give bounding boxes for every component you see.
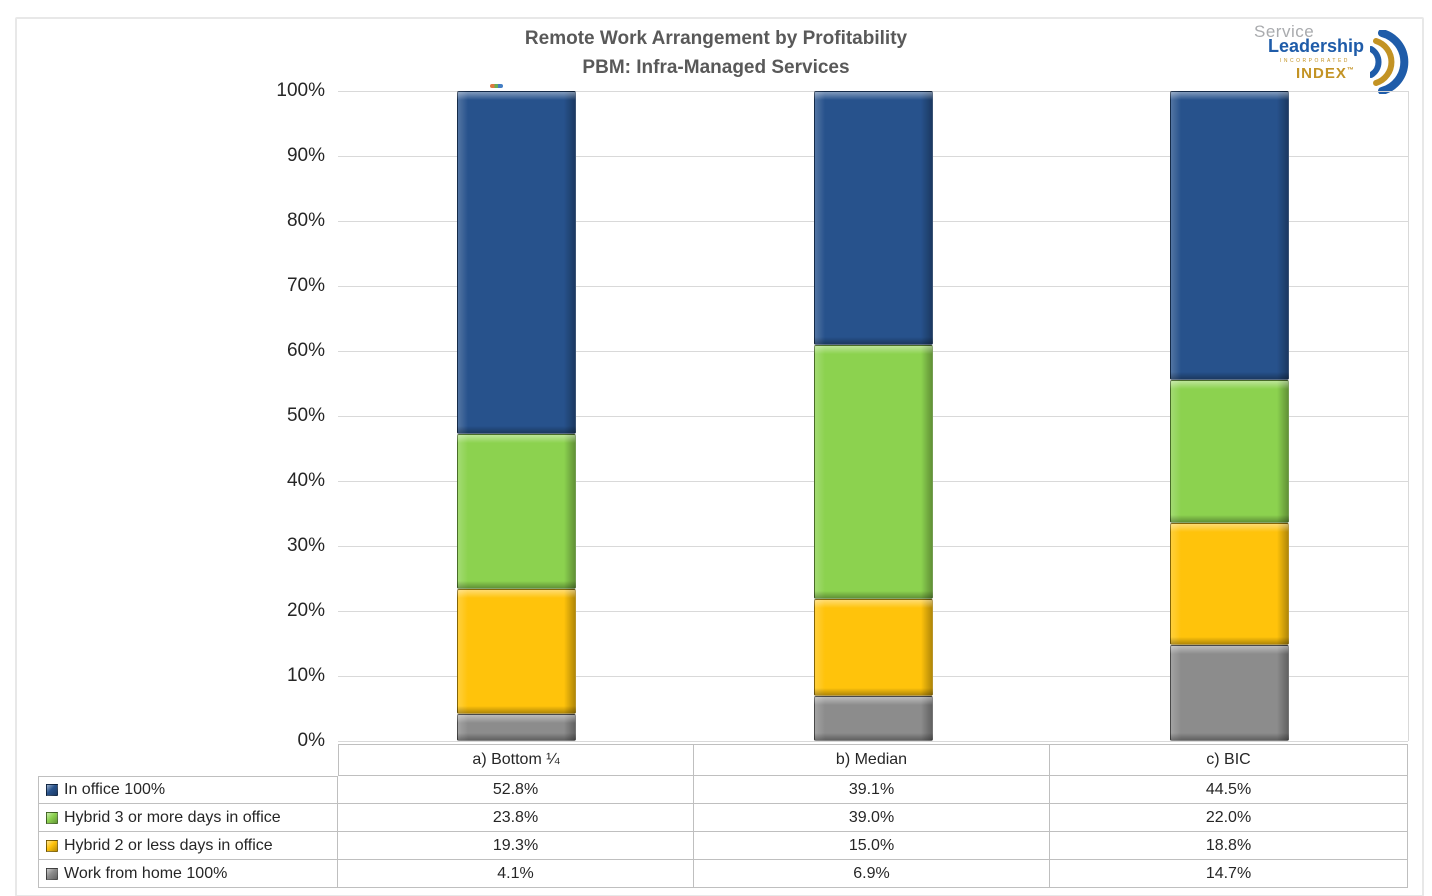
stacked-bar-1 xyxy=(813,91,933,741)
column-header-2: c) BIC xyxy=(1050,744,1408,776)
logo-index-text: INDEX™ xyxy=(1296,65,1355,82)
column-header-0: a) Bottom ¼ xyxy=(338,744,694,776)
y-tick-label-20: 20% xyxy=(286,600,325,621)
stacked-bar-0 xyxy=(456,91,576,741)
table-value-0-2: 44.5% xyxy=(1050,776,1408,804)
legend-swatch-3 xyxy=(46,867,58,880)
legend-swatch-2 xyxy=(46,839,58,852)
table-corner-empty xyxy=(38,744,338,776)
logo-service-text: Service xyxy=(1254,22,1315,41)
y-tick-label-30: 30% xyxy=(286,535,325,556)
legend-label-text-1: Hybrid 3 or more days in office xyxy=(64,808,281,826)
data-table: a) Bottom ¼ b) Median c) BIC In office 100%… xyxy=(38,744,1408,888)
legend-swatch-0 xyxy=(46,784,58,796)
stacked-bar-2 xyxy=(1170,91,1290,741)
legend-swatch-1 xyxy=(46,811,58,824)
bar-segment-0-1 xyxy=(456,434,576,589)
bars-layer xyxy=(338,91,1408,741)
y-tick-label-0: 0% xyxy=(297,730,325,751)
legend-row-label-0: In office 100% xyxy=(38,776,338,804)
bar-segment-2-1 xyxy=(1170,380,1290,524)
legend-row-label-1: Hybrid 3 or more days in office xyxy=(38,804,338,832)
chart-title-line2: PBM: Infra-Managed Services xyxy=(582,57,850,78)
bar-segment-1-2 xyxy=(813,598,933,697)
y-tick-label-100: 100% xyxy=(276,80,325,101)
logo-incorporated-text: INCORPORATED xyxy=(1280,58,1350,64)
bar-segment-1-3 xyxy=(813,696,933,741)
logo-leadership-text: Leadership xyxy=(1268,36,1365,56)
gridline-100 xyxy=(338,90,1408,92)
table-value-3-2: 14.7% xyxy=(1050,860,1408,888)
render-artifact-speck xyxy=(490,84,503,88)
legend-label-text-3: Work from home 100% xyxy=(64,864,228,882)
table-value-3-1: 6.9% xyxy=(694,860,1050,888)
table-value-1-2: 22.0% xyxy=(1050,804,1408,832)
y-tick-label-60: 60% xyxy=(286,340,325,361)
table-value-3-0: 4.1% xyxy=(338,860,694,888)
bar-segment-2-0 xyxy=(1170,91,1290,381)
table-value-0-1: 39.1% xyxy=(694,776,1050,804)
bar-segment-2-3 xyxy=(1170,645,1290,741)
y-tick-label-80: 80% xyxy=(286,210,325,231)
column-header-1: b) Median xyxy=(694,744,1050,776)
y-tick-label-70: 70% xyxy=(286,275,325,296)
table-value-2-2: 18.8% xyxy=(1050,832,1408,860)
y-tick-label-90: 90% xyxy=(286,145,325,166)
service-leadership-logo: Service Leadership INCORPORATED INDEX™ xyxy=(1238,22,1416,100)
legend-label-text-0: In office 100% xyxy=(64,781,166,798)
bar-segment-1-1 xyxy=(813,345,933,599)
legend-row-label-2: Hybrid 2 or less days in office xyxy=(38,832,338,860)
gridline-0 xyxy=(338,740,1408,742)
y-tick-label-40: 40% xyxy=(286,470,325,491)
bar-segment-1-0 xyxy=(813,91,933,346)
chart-title-line1: Remote Work Arrangement by Profitability xyxy=(524,28,908,49)
bar-segment-0-2 xyxy=(456,588,576,715)
y-tick-label-10: 10% xyxy=(286,665,325,686)
bar-segment-2-2 xyxy=(1170,523,1290,646)
legend-row-label-3: Work from home 100% xyxy=(38,860,338,888)
table-value-2-0: 19.3% xyxy=(338,832,694,860)
logo-swoosh-icon xyxy=(1370,30,1409,94)
bar-segment-0-3 xyxy=(456,714,576,741)
legend-label-text-2: Hybrid 2 or less days in office xyxy=(64,836,273,854)
y-tick-label-50: 50% xyxy=(286,405,325,426)
table-value-1-0: 23.8% xyxy=(338,804,694,832)
table-value-2-1: 15.0% xyxy=(694,832,1050,860)
chart-title: Remote Work Arrangement by Profitability… xyxy=(0,24,1432,82)
plot-right-border xyxy=(1408,91,1409,741)
table-value-0-0: 52.8% xyxy=(338,776,694,804)
trademark-symbol: ™ xyxy=(1346,67,1355,74)
table-value-1-1: 39.0% xyxy=(694,804,1050,832)
bar-segment-0-0 xyxy=(456,91,576,435)
